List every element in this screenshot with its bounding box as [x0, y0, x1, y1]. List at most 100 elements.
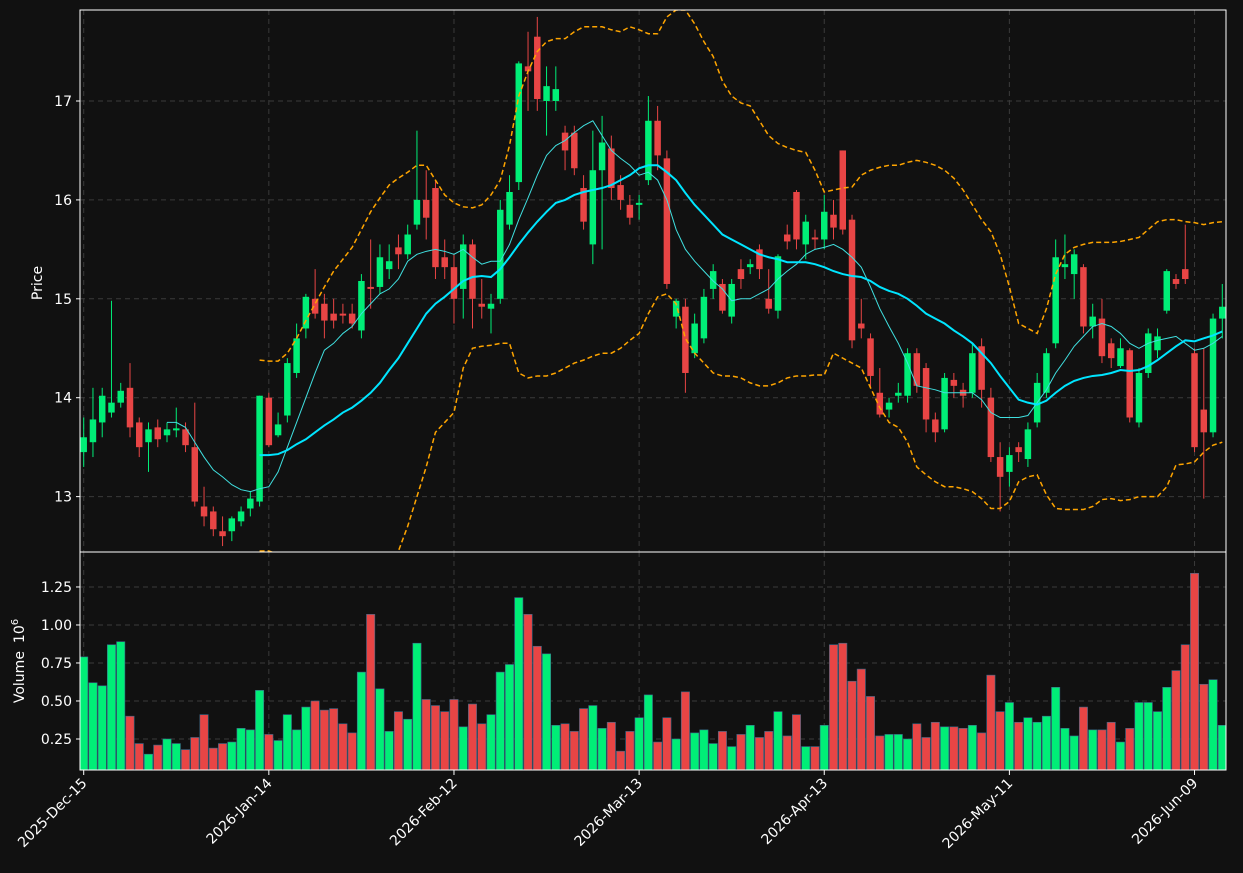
- candle-body: [617, 185, 624, 200]
- volume-bar: [856, 668, 866, 770]
- candle-body: [274, 424, 282, 436]
- y-tick-label: 0.25: [41, 732, 72, 748]
- volume-bar: [1217, 725, 1226, 770]
- y-tick-label: 1.25: [41, 580, 72, 596]
- candle-body: [1135, 372, 1143, 423]
- candle-body: [497, 209, 504, 299]
- volume-bar: [977, 732, 987, 770]
- volume-bar: [893, 734, 903, 770]
- candle-body: [284, 363, 291, 416]
- candle-body: [1145, 333, 1152, 373]
- volume-bar: [662, 717, 672, 770]
- candle-body: [293, 338, 300, 373]
- volume-bar: [523, 614, 533, 770]
- volume-bar: [884, 734, 894, 770]
- volume-bar: [245, 729, 255, 770]
- candle-body: [330, 313, 337, 321]
- candle-body: [645, 120, 652, 181]
- volume-bar: [1088, 729, 1098, 770]
- volume-bar: [366, 614, 376, 770]
- candle-body: [987, 397, 995, 458]
- volume-bar: [717, 731, 727, 770]
- y-tick-label: 15: [54, 292, 72, 308]
- band-lower: [259, 293, 1223, 552]
- candle-body: [774, 256, 782, 311]
- volume-bar: [107, 644, 116, 770]
- candle-body: [339, 313, 347, 316]
- volume-bar: [477, 723, 487, 770]
- candle-body: [1043, 353, 1050, 393]
- candle-body: [117, 390, 124, 403]
- volume-bar: [505, 664, 514, 770]
- candle-body: [1209, 318, 1217, 433]
- candle-body: [145, 429, 152, 443]
- candle-body: [1061, 264, 1069, 268]
- volume-bar: [514, 597, 524, 770]
- candle-body: [311, 298, 319, 314]
- candle-body: [247, 498, 254, 509]
- volume-bar: [912, 723, 922, 770]
- candle-body: [1107, 343, 1115, 359]
- candle-body: [848, 219, 856, 341]
- candle-body: [376, 257, 384, 287]
- candle-body: [413, 199, 421, 225]
- candle-body: [459, 244, 467, 289]
- volume-bar: [171, 743, 181, 770]
- volume-bar: [708, 743, 718, 770]
- candle-body: [89, 419, 97, 443]
- volume-bar: [468, 703, 477, 770]
- candle-body: [580, 188, 587, 222]
- candle-body: [348, 313, 356, 324]
- candle-body: [932, 419, 939, 433]
- candle-body: [1126, 350, 1133, 418]
- volume-bar: [1153, 711, 1162, 770]
- candle-body: [432, 188, 439, 268]
- candle-body: [793, 191, 800, 240]
- volume-bar: [458, 726, 468, 770]
- volume-bar: [384, 731, 394, 770]
- candle-body: [691, 323, 698, 354]
- volume-bar: [551, 725, 561, 770]
- candle-body: [1200, 409, 1208, 433]
- candle-body: [385, 261, 393, 270]
- volume-bar: [440, 711, 450, 770]
- candle-body: [1024, 429, 1032, 460]
- candle-body: [1154, 336, 1161, 351]
- volume-frame: [79, 551, 1227, 771]
- y-tick-label: 0.50: [41, 694, 72, 710]
- volume-bar: [606, 721, 616, 770]
- volume-bar: [375, 688, 385, 770]
- volume-bar: [1190, 572, 1199, 770]
- volume-bar: [588, 705, 598, 770]
- volume-bar: [680, 691, 690, 770]
- candle-body: [654, 120, 661, 156]
- volume-bar: [356, 671, 366, 770]
- volume-bar: [532, 645, 542, 770]
- volume-bar: [319, 709, 329, 770]
- volume-bar: [1199, 683, 1209, 770]
- candle-body: [219, 531, 226, 537]
- candle-body: [830, 214, 837, 228]
- volume-bar: [1134, 702, 1144, 770]
- candle-body: [367, 286, 374, 289]
- candle-body: [802, 221, 809, 245]
- candle-body: [173, 428, 180, 431]
- volume-bar: [560, 723, 570, 770]
- candle-body: [904, 353, 911, 396]
- volume-bar: [1162, 686, 1172, 770]
- volume-bar: [190, 737, 200, 770]
- candle-body: [98, 395, 106, 423]
- volume-bar: [792, 714, 801, 770]
- volume-bar: [690, 732, 700, 770]
- candle-body: [978, 346, 985, 390]
- candle-body: [571, 132, 578, 169]
- candle-body: [1219, 306, 1226, 319]
- candle-body: [737, 269, 745, 280]
- candle-body: [672, 300, 680, 317]
- volume-bar: [866, 696, 876, 770]
- volume-bar: [699, 729, 709, 770]
- volume-bar: [88, 682, 98, 770]
- volume-bar: [579, 708, 589, 770]
- volume-bar: [875, 735, 885, 770]
